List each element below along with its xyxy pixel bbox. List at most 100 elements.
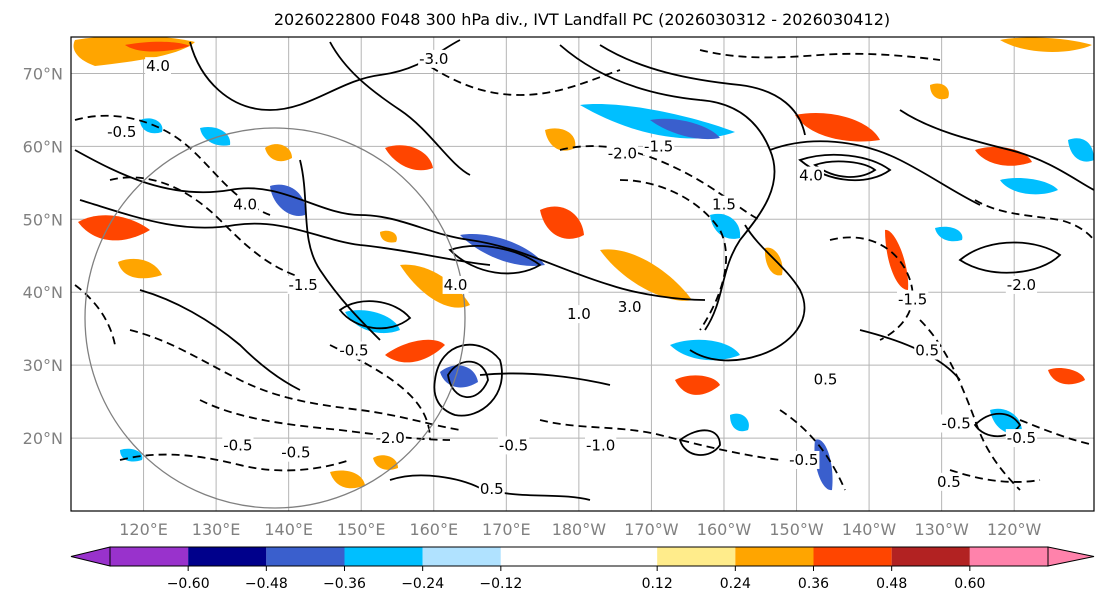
div-positive-patch — [78, 215, 150, 241]
lon-tick-label: 120°E — [119, 520, 168, 539]
contour-label: -1.0 — [586, 436, 615, 454]
lat-tick-label: 50°N — [23, 210, 63, 229]
colorbar-tick-label: −0.24 — [401, 576, 444, 592]
longitude-labels: 120°E 130°E 140°E 150°E 160°E 170°E 180°W 170°W… — [119, 520, 1041, 539]
contour-solid — [139, 289, 301, 391]
contour-label-bg — [643, 137, 675, 156]
contour-label: 0.5 — [814, 371, 838, 389]
contour-dashed — [974, 199, 1094, 241]
contour-label: 4.0 — [444, 276, 468, 294]
contour-label: -2.0 — [608, 145, 637, 163]
contour-label: -2.0 — [376, 429, 405, 447]
contour-label-bg — [442, 275, 469, 294]
colorbar-tick-label: 0.12 — [642, 576, 673, 592]
contour-label-bg — [896, 290, 929, 309]
contour-label: 4.0 — [799, 167, 823, 185]
contour-label-bg — [606, 144, 639, 163]
colorbar-segment — [500, 547, 658, 566]
contour-label-bg — [914, 341, 941, 360]
contour-label: 1.5 — [712, 196, 736, 214]
colorbar-segment — [110, 547, 189, 566]
reference-circle — [84, 127, 466, 509]
div-positive-patch — [330, 470, 365, 489]
colorbar-tick-label: 0.48 — [876, 576, 907, 592]
div-negative-patch — [1000, 178, 1058, 195]
div-positive-patch — [380, 230, 397, 243]
lon-tick-label: 180°W — [552, 520, 607, 539]
colorbar-segment — [813, 547, 892, 566]
contour-label: 0.5 — [915, 342, 939, 360]
lon-tick-label: 130°E — [192, 520, 241, 539]
colorbar-tick-label: −0.60 — [167, 576, 210, 592]
div-positive-patch — [385, 145, 433, 171]
contour-dashed — [559, 145, 761, 221]
div-positive-patch — [118, 258, 162, 279]
div-positive-patch — [540, 206, 584, 239]
contour-label-bg — [374, 429, 406, 448]
lat-tick-label: 40°N — [23, 283, 63, 302]
contour-label: -1.5 — [289, 276, 318, 294]
contour-label: -0.5 — [281, 444, 310, 462]
lon-tick-label: 150°E — [337, 520, 386, 539]
contour-solid — [299, 159, 381, 341]
contour-dashed — [74, 284, 116, 346]
contour-label: 3.0 — [618, 298, 642, 316]
colorbar-segment — [266, 547, 345, 566]
colorbar-frame — [109, 546, 1049, 567]
contour-solid — [338, 300, 412, 330]
lon-tick-label: 160°E — [409, 520, 458, 539]
colorbar-segment — [735, 547, 814, 566]
contour-solid — [798, 153, 892, 182]
contour-dashed — [539, 419, 781, 461]
colorbar-segment — [969, 547, 1048, 566]
lat-tick-label: 20°N — [23, 429, 63, 448]
contour-solid — [689, 224, 806, 362]
contour-solid — [559, 44, 776, 331]
contour-label: 4.0 — [146, 57, 170, 75]
contour-label: -0.5 — [942, 414, 971, 432]
lon-tick-label: 140°E — [264, 520, 313, 539]
div-negative-patch — [1068, 138, 1094, 162]
contour-dashed — [199, 399, 451, 441]
contour-dashed — [619, 179, 727, 331]
lon-tick-label: 150°W — [769, 520, 824, 539]
ivt-contours — [74, 39, 1094, 501]
colorbar — [70, 546, 1095, 567]
contour-label-bg — [1005, 429, 1038, 448]
div-positive-patch — [795, 112, 880, 142]
contour-label-bg — [1005, 275, 1038, 294]
contour-label: -1.5 — [644, 137, 673, 155]
div-negative-patch — [990, 408, 1022, 434]
div-positive-patch — [930, 83, 949, 100]
contour-label: 0.5 — [480, 480, 504, 498]
contour-label: 0.5 — [937, 473, 961, 491]
contour-dashed — [419, 59, 621, 96]
colorbar-segment — [657, 547, 736, 566]
div-positive-patch — [1000, 37, 1092, 52]
contour-solid — [769, 140, 981, 206]
colorbar-segment — [891, 547, 970, 566]
contour-label-bg — [232, 195, 259, 214]
div-positive-patch — [1048, 368, 1085, 385]
contour-label: 1.0 — [567, 305, 591, 323]
contour-label: -1.5 — [898, 291, 927, 309]
colorbar-extend-high — [1047, 546, 1095, 567]
contour-label-bg — [418, 49, 450, 68]
contour-label-bg — [812, 370, 839, 389]
contour-solid — [329, 41, 471, 176]
contour-label-bg — [280, 443, 312, 462]
colorbar-extend-low — [70, 546, 111, 567]
contour-label: -0.5 — [499, 436, 528, 454]
contour-label: -0.5 — [223, 436, 252, 454]
lat-tick-label: 70°N — [23, 64, 63, 83]
contour-solid — [813, 160, 877, 178]
contour-label-bg — [222, 436, 254, 455]
contour-label: -0.5 — [789, 451, 818, 469]
contour-dashed — [1019, 419, 1094, 446]
contour-label-bg — [478, 480, 505, 499]
contour-dashed — [129, 329, 461, 431]
div-positive-patch — [385, 339, 445, 363]
div-positive-patch — [600, 249, 692, 301]
contour-label-bg — [798, 166, 824, 185]
